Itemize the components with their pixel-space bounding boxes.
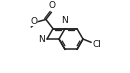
Text: O: O — [30, 17, 37, 26]
Text: N: N — [38, 35, 45, 44]
Text: O: O — [49, 1, 56, 10]
Text: Cl: Cl — [93, 40, 102, 49]
Text: N: N — [62, 16, 68, 25]
